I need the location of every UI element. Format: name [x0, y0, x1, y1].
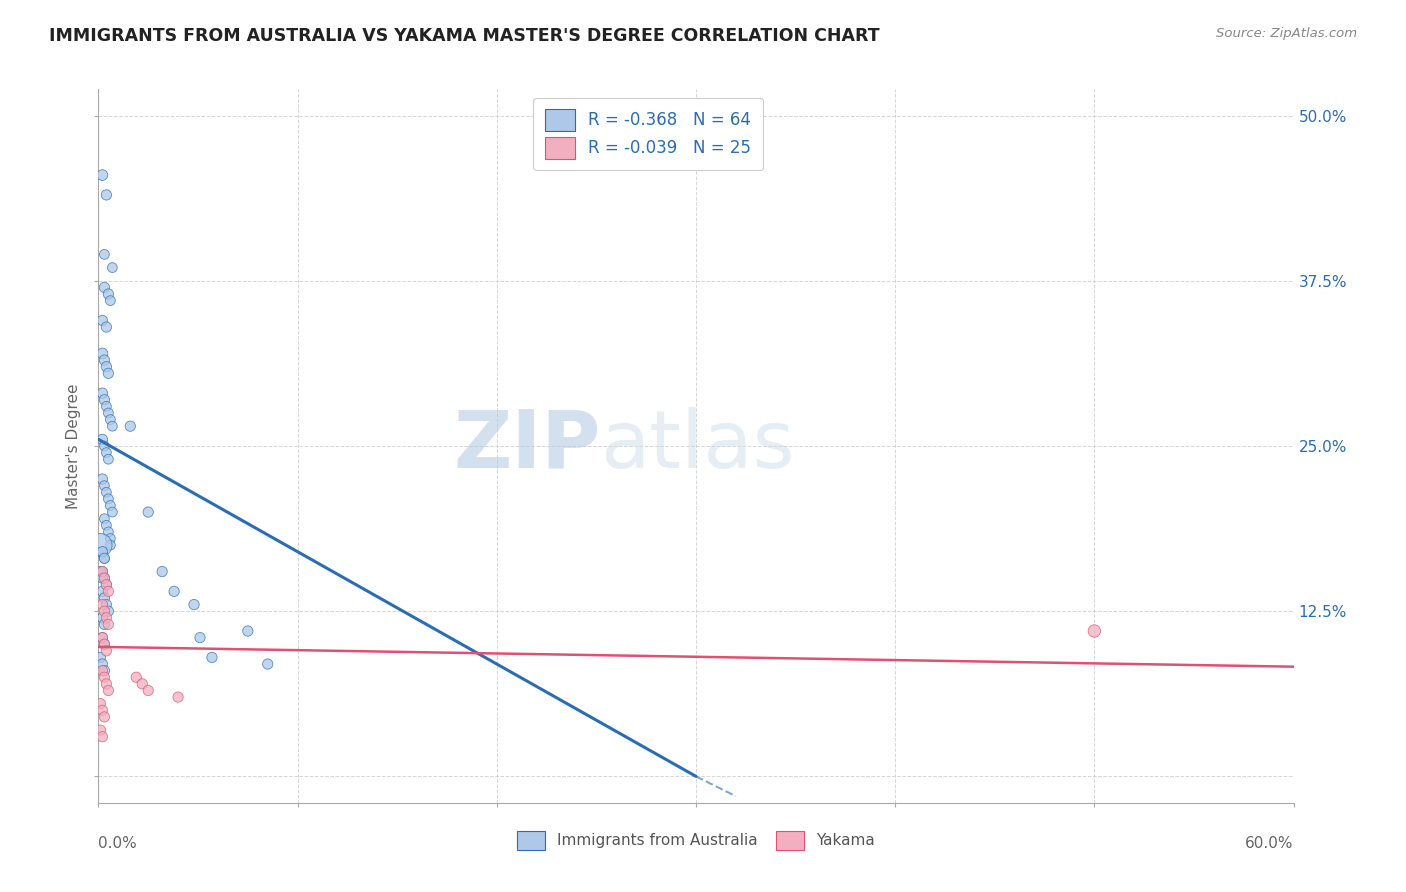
Text: 60.0%: 60.0% — [1246, 836, 1294, 851]
Point — [236, 624, 259, 638]
Point — [96, 644, 118, 658]
Point — [136, 683, 159, 698]
Point — [96, 359, 118, 374]
Point — [91, 565, 114, 579]
Point — [98, 293, 122, 308]
Point — [131, 677, 153, 691]
Point — [91, 611, 114, 625]
Point — [101, 505, 124, 519]
Point — [91, 664, 114, 678]
Point — [91, 545, 114, 559]
Point — [96, 400, 118, 414]
Point — [89, 565, 111, 579]
Point — [96, 578, 118, 592]
Text: ZIP: ZIP — [453, 407, 600, 485]
Point — [96, 320, 118, 334]
Point — [125, 670, 148, 684]
Point — [188, 631, 211, 645]
Point — [93, 710, 115, 724]
Point — [96, 445, 118, 459]
Legend: Immigrants from Australia, Yakama: Immigrants from Australia, Yakama — [512, 825, 880, 855]
Point — [97, 617, 120, 632]
Point — [97, 406, 120, 420]
Point — [91, 168, 114, 182]
Y-axis label: Master's Degree: Master's Degree — [66, 384, 82, 508]
Point — [97, 524, 120, 539]
Point — [93, 664, 115, 678]
Point — [91, 703, 114, 717]
Point — [97, 287, 120, 301]
Point — [97, 584, 120, 599]
Point — [96, 485, 118, 500]
Point — [93, 604, 115, 618]
Point — [96, 677, 118, 691]
Point — [93, 478, 115, 492]
Point — [93, 551, 115, 566]
Point — [120, 419, 142, 434]
Point — [93, 353, 115, 368]
Point — [91, 631, 114, 645]
Point — [93, 551, 115, 566]
Point — [101, 260, 124, 275]
Point — [91, 571, 114, 585]
Point — [91, 433, 114, 447]
Point — [97, 604, 120, 618]
Point — [89, 538, 111, 552]
Point — [91, 730, 114, 744]
Point — [98, 499, 122, 513]
Point — [96, 598, 118, 612]
Point — [97, 683, 120, 698]
Point — [91, 472, 114, 486]
Point — [93, 591, 115, 605]
Point — [91, 657, 114, 671]
Point — [93, 392, 115, 407]
Point — [93, 571, 115, 585]
Point — [93, 637, 115, 651]
Point — [91, 346, 114, 360]
Point — [163, 584, 186, 599]
Point — [93, 571, 115, 585]
Point — [96, 578, 118, 592]
Point — [91, 545, 114, 559]
Point — [183, 598, 205, 612]
Point — [201, 650, 224, 665]
Text: 0.0%: 0.0% — [98, 836, 138, 851]
Point — [96, 611, 118, 625]
Point — [136, 505, 159, 519]
Point — [93, 637, 115, 651]
Point — [93, 511, 115, 525]
Point — [98, 412, 122, 426]
Point — [93, 670, 115, 684]
Point — [93, 439, 115, 453]
Point — [96, 518, 118, 533]
Point — [97, 452, 120, 467]
Point — [96, 188, 118, 202]
Point — [91, 631, 114, 645]
Point — [89, 650, 111, 665]
Text: atlas: atlas — [600, 407, 794, 485]
Point — [167, 690, 190, 704]
Point — [89, 697, 111, 711]
Point — [98, 538, 122, 552]
Point — [98, 532, 122, 546]
Point — [93, 247, 115, 261]
Point — [91, 386, 114, 401]
Point — [93, 617, 115, 632]
Point — [150, 565, 173, 579]
Point — [91, 598, 114, 612]
Point — [93, 280, 115, 294]
Text: Source: ZipAtlas.com: Source: ZipAtlas.com — [1216, 27, 1357, 40]
Point — [1083, 624, 1105, 638]
Point — [97, 367, 120, 381]
Point — [91, 584, 114, 599]
Text: IMMIGRANTS FROM AUSTRALIA VS YAKAMA MASTER'S DEGREE CORRELATION CHART: IMMIGRANTS FROM AUSTRALIA VS YAKAMA MAST… — [49, 27, 880, 45]
Point — [91, 313, 114, 327]
Point — [256, 657, 278, 671]
Point — [101, 419, 124, 434]
Point — [89, 723, 111, 738]
Point — [91, 565, 114, 579]
Point — [97, 491, 120, 506]
